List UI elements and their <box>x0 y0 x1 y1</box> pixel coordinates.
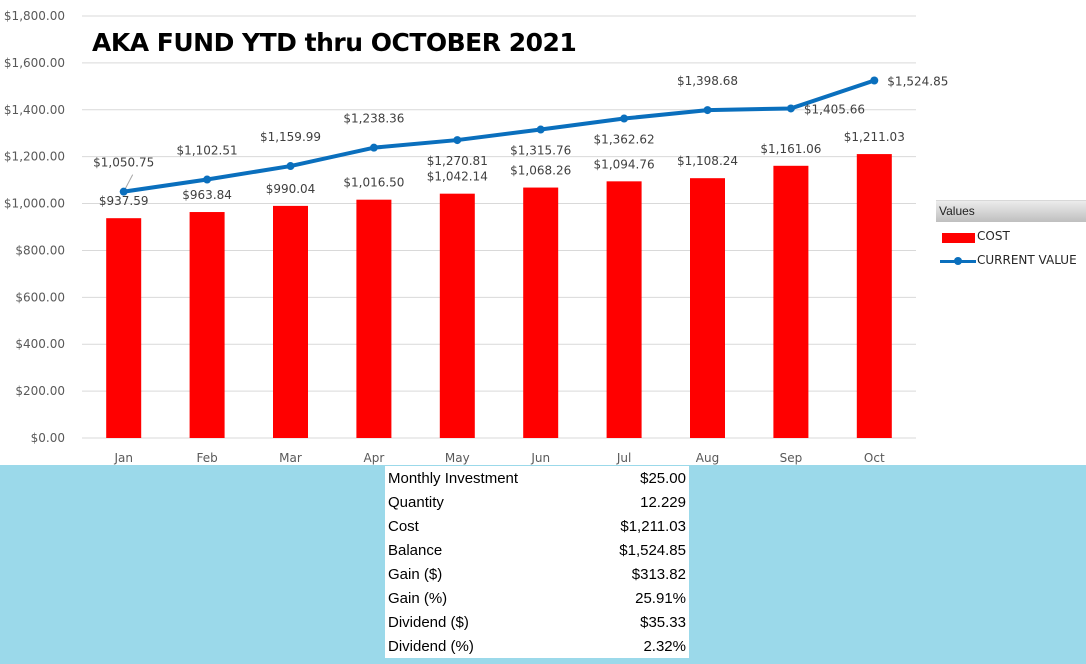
bar <box>690 178 725 438</box>
bar-data-label: $1,068.26 <box>510 164 571 178</box>
line-point <box>369 143 378 152</box>
legend-title: Values <box>936 200 1086 222</box>
x-tick-label: Jun <box>530 451 550 465</box>
y-tick-label: $400.00 <box>15 337 65 351</box>
row-value: $1,524.85 <box>619 541 686 559</box>
line-data-label: $1,315.76 <box>510 144 571 158</box>
x-tick-label: Sep <box>780 451 803 465</box>
line-data-label: $1,270.81 <box>427 154 488 168</box>
chart-area: $0.00 $200.00 $400.00 $600.00 $800.00 $1,000.… <box>3 9 1086 465</box>
bar-data-label: $990.04 <box>266 182 316 196</box>
row-value: 12.229 <box>640 493 686 511</box>
legend-swatch-marker <box>954 257 962 265</box>
line-data-label: $1,238.36 <box>343 112 404 126</box>
legend-item-current-value: CURRENT VALUE <box>936 250 1086 270</box>
x-tick-label: Aug <box>696 451 719 465</box>
table-row: Monthly Investment $25.00 <box>385 466 689 490</box>
legend-item-cost: COST <box>936 226 1086 246</box>
table-row: Cost $1,211.03 <box>385 514 689 538</box>
line-point <box>119 187 128 196</box>
line-point <box>536 125 545 134</box>
row-label: Dividend ($) <box>388 613 469 631</box>
bar <box>773 165 809 438</box>
y-tick-label: $1,400.00 <box>4 103 65 117</box>
row-value: $35.33 <box>640 613 686 631</box>
bar-data-label: $1,211.03 <box>844 130 905 144</box>
row-value: 25.91% <box>635 589 686 607</box>
row-value: 2.32% <box>643 637 686 655</box>
bar-data-label: $1,016.50 <box>343 176 404 190</box>
bar <box>356 199 392 438</box>
y-tick-label: $1,600.00 <box>4 56 65 70</box>
summary-table: Monthly Investment $25.00 Quantity 12.229 … <box>385 466 689 658</box>
bar <box>273 205 308 438</box>
y-tick-label: $200.00 <box>15 384 65 398</box>
line-data-label: $1,398.68 <box>677 74 738 88</box>
table-row: Balance $1,524.85 <box>385 538 689 562</box>
line-point <box>286 162 295 171</box>
table-row: Dividend (%) 2.32% <box>385 634 689 658</box>
y-tick-label: $1,200.00 <box>4 150 65 164</box>
table-row: Dividend ($) $35.33 <box>385 610 689 634</box>
row-label: Quantity <box>388 493 444 511</box>
x-tick-label: Jan <box>113 451 133 465</box>
table-row: Quantity 12.229 <box>385 490 689 514</box>
line-point <box>870 76 879 85</box>
table-row: Gain (%) 25.91% <box>385 586 689 610</box>
line-point <box>620 114 629 123</box>
legend-label-cost: COST <box>977 229 1010 243</box>
row-value: $25.00 <box>640 469 686 487</box>
bar-data-label: $937.59 <box>99 194 149 208</box>
bar <box>189 212 225 438</box>
x-tick-label: May <box>445 451 470 465</box>
y-tick-label: $600.00 <box>15 290 65 304</box>
line-data-label: $1,102.51 <box>177 144 238 158</box>
line-data-label: $1,050.75 <box>93 156 154 170</box>
y-tick-label: $1,000.00 <box>4 197 65 211</box>
y-tick-label: $1,800.00 <box>4 9 65 23</box>
bar <box>606 181 642 438</box>
row-value: $1,211.03 <box>620 517 686 535</box>
line-point <box>453 136 462 145</box>
y-tick-label: $800.00 <box>15 243 65 257</box>
bar <box>439 193 475 438</box>
line-data-label: $1,405.66 <box>804 102 865 116</box>
bar <box>523 187 559 438</box>
x-tick-label: Mar <box>279 451 302 465</box>
line-current-value <box>121 78 877 194</box>
row-label: Gain ($) <box>388 565 443 583</box>
table-row: Gain ($) $313.82 <box>385 562 689 586</box>
row-label: Balance <box>388 541 443 559</box>
x-tick-label: Apr <box>364 451 385 465</box>
bar-data-label: $1,108.24 <box>677 154 738 168</box>
x-tick-label: Oct <box>864 451 885 465</box>
bar <box>106 218 142 438</box>
bar <box>856 154 892 438</box>
row-label: Cost <box>388 517 419 535</box>
line-point <box>703 106 712 115</box>
line-data-label: $1,159.99 <box>260 130 321 144</box>
x-tick-label: Jul <box>616 451 631 465</box>
bar-data-label: $1,161.06 <box>760 142 821 156</box>
bar-data-label: $1,042.14 <box>427 170 488 184</box>
x-tick-label: Feb <box>196 451 217 465</box>
y-tick-label: $0.00 <box>31 431 65 445</box>
line-data-label: $1,524.85 <box>887 75 948 89</box>
legend-label-current-value: CURRENT VALUE <box>977 253 1077 267</box>
bar-data-label: $1,094.76 <box>594 157 655 171</box>
chart-title: AKA FUND YTD thru OCTOBER 2021 <box>92 28 577 57</box>
row-value: $313.82 <box>631 565 686 583</box>
line-point <box>786 104 795 113</box>
legend-swatch-cost <box>942 233 975 243</box>
combo-chart: $0.00 $200.00 $400.00 $600.00 $800.00 $1,000.… <box>4 9 948 465</box>
row-label: Monthly Investment <box>388 469 519 487</box>
line-point <box>203 175 212 184</box>
legend: Values COST CURRENT VALUE <box>936 200 1086 270</box>
line-data-label: $1,362.62 <box>594 133 655 147</box>
bar-data-label: $963.84 <box>182 188 232 202</box>
row-label: Gain (%) <box>388 589 448 607</box>
row-label: Dividend (%) <box>388 637 474 655</box>
